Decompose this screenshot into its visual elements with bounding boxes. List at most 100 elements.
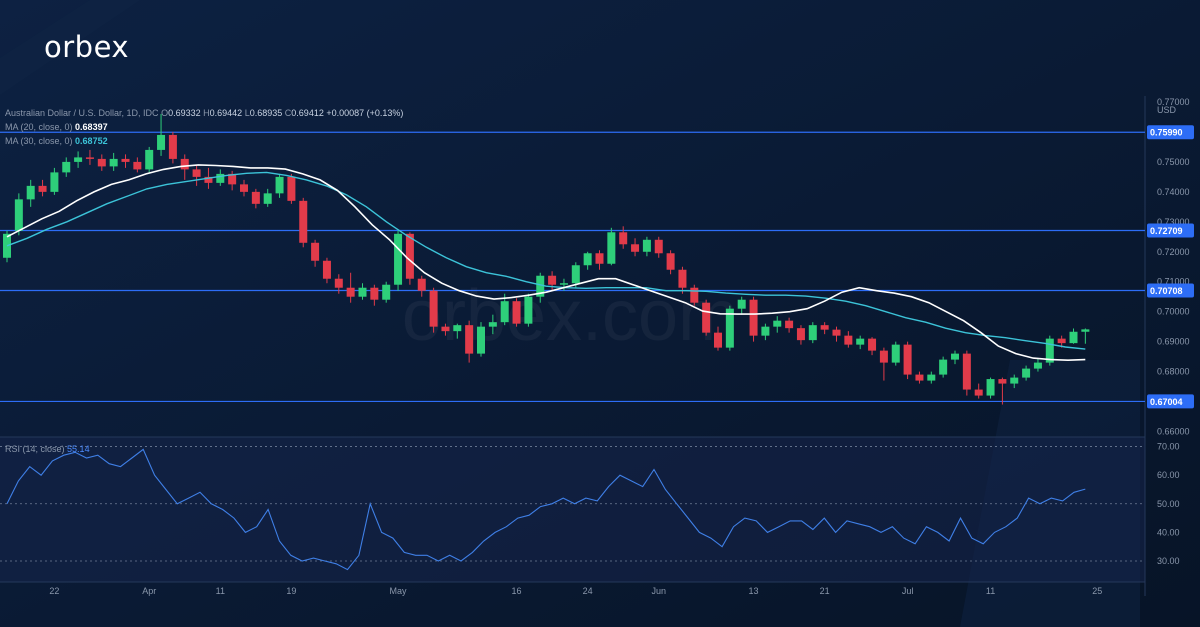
ma20-line xyxy=(6,164,1086,362)
candle xyxy=(1045,335,1054,366)
ma20-legend: MA (20, close, 0) 0.68397 xyxy=(5,122,108,132)
candle xyxy=(844,331,853,348)
candle xyxy=(180,154,189,180)
candle xyxy=(962,350,971,396)
candle xyxy=(382,281,391,303)
price-tick-label: 0.75000 xyxy=(1157,157,1190,167)
ma30-line xyxy=(6,171,1086,350)
level-label-box xyxy=(1147,125,1194,140)
candle xyxy=(939,356,948,378)
candle xyxy=(38,179,47,197)
price-tick-label: 0.69000 xyxy=(1157,337,1190,347)
candle xyxy=(417,275,426,297)
candle xyxy=(145,146,154,173)
ma30-label: MA (30, close, 0) xyxy=(5,136,73,146)
candle xyxy=(820,322,829,335)
candle xyxy=(477,322,485,357)
ma30-value: 0.68752 xyxy=(75,136,108,146)
candle xyxy=(62,157,71,177)
candle xyxy=(14,193,23,236)
candle xyxy=(287,173,296,204)
candle xyxy=(1081,328,1090,344)
time-axis: 22 Apr 11 19 May 16 24 Jun 13 21 Jul 11 25 xyxy=(49,586,1102,596)
candle xyxy=(571,262,580,288)
candle xyxy=(74,151,83,168)
candle xyxy=(251,188,260,209)
level-label-box xyxy=(1147,394,1194,409)
candle xyxy=(951,350,959,365)
candle xyxy=(370,284,379,306)
candle xyxy=(405,232,414,285)
ma30-legend: MA (30, close, 0) 0.68752 xyxy=(5,136,108,146)
candle xyxy=(168,131,177,164)
orbex-logo: orbex xyxy=(44,30,130,64)
time-tick-label: Apr xyxy=(142,586,156,596)
rsi-value: 55.14 xyxy=(67,444,90,454)
time-tick-label: 21 xyxy=(820,586,830,596)
candle xyxy=(678,266,687,294)
support-resistance-levels xyxy=(0,131,1145,403)
time-tick-label: 24 xyxy=(583,586,593,596)
close-label: C xyxy=(284,108,292,118)
candle xyxy=(737,296,746,315)
symbol-title: Australian Dollar / U.S. Dollar, 1D, IDC xyxy=(5,108,159,118)
time-tick-label: May xyxy=(390,586,408,596)
time-tick-label: 13 xyxy=(749,586,759,596)
time-tick-label: Jul xyxy=(902,586,914,596)
candle xyxy=(263,188,272,207)
candle xyxy=(299,197,308,248)
candle xyxy=(631,238,640,257)
candle xyxy=(1033,358,1042,372)
candle xyxy=(429,287,438,333)
time-tick-label: Jun xyxy=(651,586,666,596)
candle xyxy=(192,164,201,186)
candle xyxy=(785,317,794,333)
rsi-panel-background xyxy=(0,437,1145,582)
candle xyxy=(607,227,616,266)
candle xyxy=(808,322,817,344)
level-label-box xyxy=(1147,223,1194,238)
low-value: 0.68935 xyxy=(249,108,283,118)
candle xyxy=(157,113,166,156)
candle xyxy=(749,296,758,342)
level-label-box xyxy=(1147,283,1194,298)
candle xyxy=(619,226,628,249)
candle xyxy=(891,341,900,366)
rsi-tick-label: 70.00 xyxy=(1157,442,1180,452)
time-tick-label: 22 xyxy=(49,586,59,596)
symbol-legend: Australian Dollar / U.S. Dollar, 1D, IDC… xyxy=(5,108,403,118)
level-label: 0.70708 xyxy=(1150,286,1183,296)
candle xyxy=(583,251,592,270)
candle xyxy=(50,167,59,195)
price-tick-label: 0.72000 xyxy=(1157,247,1190,257)
rsi-tick-label: 30.00 xyxy=(1157,556,1180,566)
close-value: 0.69412 xyxy=(291,108,324,118)
candle xyxy=(275,173,284,198)
candle xyxy=(761,323,770,341)
ma20-value: 0.68397 xyxy=(75,122,108,132)
price-tick-label: 0.68000 xyxy=(1157,367,1190,377)
candle xyxy=(868,337,877,356)
price-tick-label: 0.70000 xyxy=(1157,307,1190,317)
candle xyxy=(465,320,474,363)
price-tick-label: 0.74000 xyxy=(1157,187,1190,197)
rsi-line xyxy=(6,448,1086,571)
level-label: 0.67004 xyxy=(1150,397,1183,407)
candle xyxy=(595,250,604,270)
candle xyxy=(216,169,225,186)
candle xyxy=(1010,374,1019,389)
candle xyxy=(334,274,343,294)
candle xyxy=(441,323,450,336)
candle xyxy=(654,236,663,258)
open-value: 0.69332 xyxy=(168,108,201,118)
candle xyxy=(986,377,995,399)
candle xyxy=(903,341,912,380)
high-label: H xyxy=(203,108,210,118)
candle xyxy=(998,377,1007,405)
time-tick-label: 11 xyxy=(216,586,225,596)
candle xyxy=(512,298,521,327)
candle xyxy=(26,179,35,207)
candle xyxy=(856,335,865,350)
price-tick-label: 0.71000 xyxy=(1157,277,1190,287)
